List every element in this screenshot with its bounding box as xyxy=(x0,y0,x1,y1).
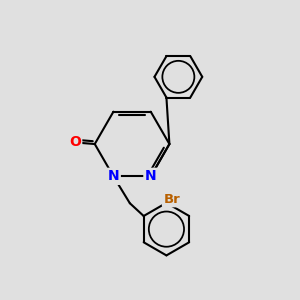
Text: N: N xyxy=(108,169,119,183)
Text: O: O xyxy=(69,135,81,149)
Text: N: N xyxy=(145,169,157,183)
Text: Br: Br xyxy=(164,193,180,206)
